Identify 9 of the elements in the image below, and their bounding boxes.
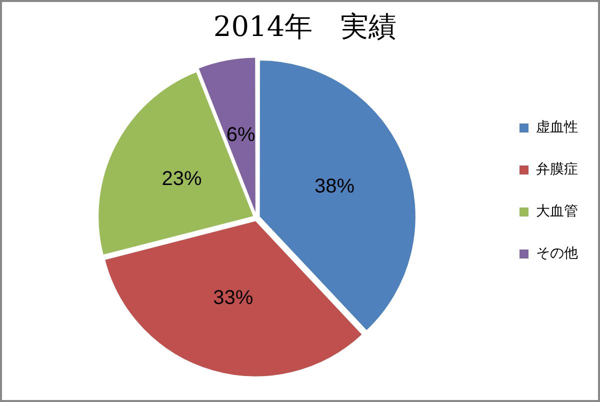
- legend-label: 虚血性: [536, 120, 578, 136]
- data-label: 38%: [314, 175, 355, 198]
- chart-title: 2014年 実績: [213, 10, 397, 44]
- data-label: 33%: [213, 286, 254, 309]
- data-label: 23%: [162, 168, 202, 190]
- data-label: 6%: [226, 124, 256, 146]
- legend-label: 弁膜症: [536, 162, 578, 178]
- legend-label: その他: [536, 246, 578, 262]
- legend-label: 大血管: [536, 204, 578, 220]
